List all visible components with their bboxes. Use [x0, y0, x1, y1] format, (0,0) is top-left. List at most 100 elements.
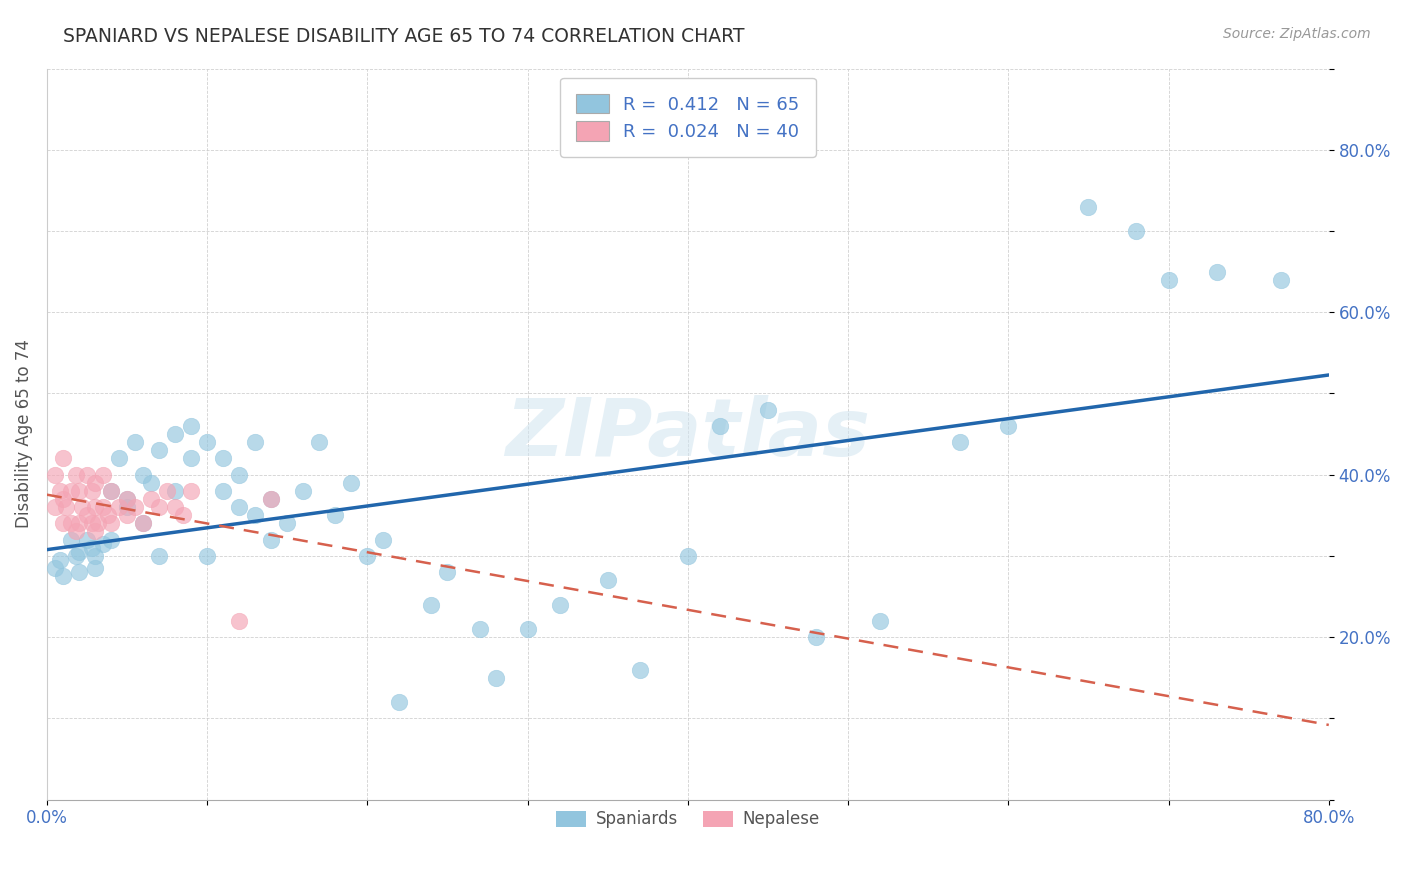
Point	[48, 483, 70, 498]
Point	[308, 435, 330, 450]
Point	[804, 630, 827, 644]
Legend: Spaniards, Nepalese: Spaniards, Nepalese	[548, 804, 827, 835]
Point	[91, 536, 114, 550]
Point	[115, 500, 138, 515]
Point	[1205, 264, 1227, 278]
Point	[484, 671, 506, 685]
Point	[76, 508, 98, 523]
Point	[165, 500, 187, 515]
Point	[356, 549, 378, 563]
Point	[132, 516, 155, 531]
Point	[212, 451, 235, 466]
Point	[65, 524, 87, 539]
Point	[76, 467, 98, 482]
Point	[756, 402, 779, 417]
Point	[84, 549, 107, 563]
Point	[80, 541, 103, 555]
Point	[44, 500, 66, 515]
Point	[108, 451, 131, 466]
Y-axis label: Disability Age 65 to 74: Disability Age 65 to 74	[15, 340, 32, 528]
Point	[949, 435, 972, 450]
Point	[108, 500, 131, 515]
Point	[228, 500, 250, 515]
Point	[180, 451, 202, 466]
Point	[212, 483, 235, 498]
Point	[709, 418, 731, 433]
Point	[292, 483, 315, 498]
Point	[420, 598, 443, 612]
Point	[245, 508, 267, 523]
Point	[869, 614, 891, 628]
Point	[1125, 224, 1147, 238]
Point	[52, 516, 75, 531]
Point	[276, 516, 298, 531]
Point	[59, 483, 82, 498]
Point	[373, 533, 395, 547]
Point	[172, 508, 194, 523]
Point	[100, 533, 122, 547]
Text: SPANIARD VS NEPALESE DISABILITY AGE 65 TO 74 CORRELATION CHART: SPANIARD VS NEPALESE DISABILITY AGE 65 T…	[63, 27, 745, 45]
Point	[468, 622, 491, 636]
Point	[228, 614, 250, 628]
Point	[65, 549, 87, 563]
Point	[44, 467, 66, 482]
Point	[132, 467, 155, 482]
Point	[115, 491, 138, 506]
Point	[80, 483, 103, 498]
Point	[260, 491, 283, 506]
Point	[228, 467, 250, 482]
Point	[67, 483, 90, 498]
Point	[55, 500, 77, 515]
Point	[165, 427, 187, 442]
Point	[596, 573, 619, 587]
Point	[323, 508, 346, 523]
Point	[100, 483, 122, 498]
Point	[340, 475, 363, 490]
Point	[195, 549, 218, 563]
Point	[124, 500, 146, 515]
Point	[1270, 273, 1292, 287]
Point	[91, 500, 114, 515]
Point	[67, 545, 90, 559]
Point	[67, 516, 90, 531]
Point	[67, 565, 90, 579]
Point	[156, 483, 179, 498]
Point	[148, 549, 170, 563]
Point	[148, 443, 170, 458]
Point	[97, 508, 120, 523]
Point	[76, 533, 98, 547]
Point	[1077, 200, 1099, 214]
Point	[139, 491, 162, 506]
Point	[84, 475, 107, 490]
Point	[44, 561, 66, 575]
Point	[84, 561, 107, 575]
Point	[100, 483, 122, 498]
Point	[676, 549, 699, 563]
Point	[180, 483, 202, 498]
Point	[260, 533, 283, 547]
Point	[997, 418, 1019, 433]
Point	[87, 516, 110, 531]
Text: ZIPatlas: ZIPatlas	[505, 395, 870, 473]
Point	[115, 491, 138, 506]
Point	[139, 475, 162, 490]
Point	[132, 516, 155, 531]
Point	[59, 516, 82, 531]
Point	[84, 500, 107, 515]
Point	[180, 418, 202, 433]
Point	[516, 622, 538, 636]
Point	[148, 500, 170, 515]
Point	[260, 491, 283, 506]
Point	[52, 491, 75, 506]
Point	[65, 467, 87, 482]
Point	[245, 435, 267, 450]
Point	[84, 524, 107, 539]
Point	[165, 483, 187, 498]
Text: Source: ZipAtlas.com: Source: ZipAtlas.com	[1223, 27, 1371, 41]
Point	[80, 516, 103, 531]
Point	[388, 695, 411, 709]
Point	[436, 565, 458, 579]
Point	[52, 451, 75, 466]
Point	[100, 516, 122, 531]
Point	[628, 663, 651, 677]
